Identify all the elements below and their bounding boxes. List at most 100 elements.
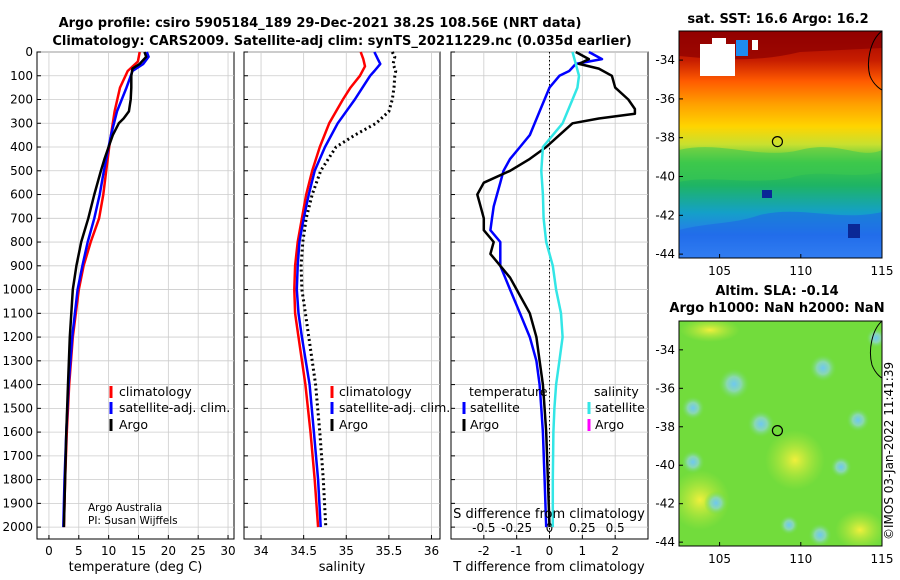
sst_map-xtick-label: 115 [871, 264, 894, 278]
sst_map-xtick-label: 105 [708, 264, 731, 278]
sla-eddy-2 [809, 354, 837, 382]
sla-eddy-3 [681, 396, 705, 420]
salinity-xtick-label: 34 [253, 544, 268, 558]
sla-map-subtitle: Argo h1000: NaN h2000: NaN [669, 301, 884, 316]
temperature-series-argo [62, 51, 148, 528]
sst-coastline [868, 31, 882, 91]
salinity-panel: 34 34.5 35 35.5 36 salinity climatology sate… [243, 51, 450, 575]
depth-tick-label: 1500 [2, 401, 33, 415]
salinity-xtick-label: 34.5 [290, 544, 317, 558]
depth-tick-label: 100 [10, 69, 33, 83]
legend-salinity-title: salinity [594, 384, 639, 399]
temperature-axes [36, 51, 235, 540]
depth-tick-label: 1000 [2, 283, 33, 297]
sla_map-argo-location-marker [771, 425, 784, 437]
sla-eddy-6 [681, 450, 705, 474]
temperature-xtick-label: 0 [45, 544, 53, 558]
sla-eddy-1 [718, 368, 750, 400]
sal-legend-label-climatology: climatology [339, 384, 412, 399]
depth-tick-label: 1600 [2, 425, 33, 439]
t-legend-label-satellite: satellite [470, 400, 520, 415]
difference-xtick-label: 0 [546, 544, 554, 558]
temperature-xtick-label: 20 [161, 544, 176, 558]
depth-tick-label: 1700 [2, 449, 33, 463]
salinity-diff-tick-label: -0.25 [501, 521, 532, 535]
sst-deep-patch-2 [762, 190, 772, 198]
temperature-xtick-label: 15 [131, 544, 146, 558]
salinity-legend: climatology satellite-adj. clim. Argo [330, 384, 450, 432]
sst-heatmap [679, 31, 882, 258]
sla_map-xtick-label: 105 [708, 552, 731, 566]
sla-eddy-4 [846, 408, 870, 432]
difference-series-t-satellite [489, 50, 604, 528]
depth-tick-label: 600 [10, 188, 33, 202]
sla-map-title: Altim. SLA: -0.14 [715, 284, 838, 299]
sst-cloud-gap-2 [712, 38, 726, 46]
sst_map-ytick-label: -40 [655, 170, 675, 184]
depth-tick-label: 500 [10, 164, 33, 178]
sla-map-panel: Altim. SLA: -0.14 Argo h1000: NaN h2000:… [655, 284, 893, 566]
copyright-stamp: ©IMOS 03-Jan-2022 11:41:39 [882, 362, 896, 540]
sst_map-frame [678, 30, 883, 259]
temperature-xtick-label: 25 [191, 544, 206, 558]
sla_map-ytick-label: -44 [655, 535, 675, 549]
sla_map-ytick-label: -42 [655, 497, 675, 511]
sla_map-ytick-label: -38 [655, 420, 675, 434]
temperature-panel: 0 5 10 15 20 25 300100200300400500600700800900… [2, 45, 235, 575]
depth-tick-label: 0 [25, 45, 33, 59]
temperature-xlabel: temperature (deg C) [69, 560, 203, 575]
salinity-diff-tick-label: -0.5 [472, 521, 495, 535]
sst-map-panel: sat. SST: 16.6 Argo: 16.2 105 110 115 -34 -3… [655, 12, 893, 278]
s-legend-label-satellite: satellite [595, 400, 645, 415]
sla-eddy-9 [779, 515, 799, 535]
depth-tick-label: 700 [10, 211, 33, 225]
difference-legend: temperature satellite Argo salinity sate… [462, 384, 645, 432]
credit-line2: PI: Susan Wijffels [88, 515, 178, 527]
sla_map-xtick-label: 115 [871, 552, 894, 566]
depth-tick-label: 1900 [2, 496, 33, 510]
credit-line1: Argo Australia [88, 502, 162, 514]
sst-deep-patch-1 [848, 224, 860, 238]
sla-axes: 105 110 115 -34 -36 -38 -40 -42 -44 [655, 320, 894, 566]
sla-high-3 [765, 430, 825, 490]
salinity-xtick-label: 35 [339, 544, 354, 558]
sst-cold-patch [736, 40, 748, 56]
temperature-plot: 0 5 10 15 20 25 300100200300400500600700800900… [2, 45, 235, 558]
sst-cloud-gap-1 [700, 44, 735, 76]
salinity-xtick-label: 36 [424, 544, 439, 558]
header-line1: Argo profile: csiro 5905184_189 29-Dec-2… [59, 16, 582, 31]
depth-tick-label: 900 [10, 259, 33, 273]
sla_map-frame [678, 320, 883, 547]
sst-cloud-gap-3 [752, 40, 758, 50]
sst_map-ytick-label: -38 [655, 131, 675, 145]
legend-label-climatology: climatology [119, 384, 192, 399]
depth-tick-label: 1100 [2, 306, 33, 320]
sst_map-argo-location-marker [771, 135, 784, 148]
sla_map-xtick-label: 110 [789, 552, 812, 566]
depth-tick-label: 300 [10, 116, 33, 130]
sla_map-ytick-label: -40 [655, 458, 675, 472]
salinity-series-climatology [293, 51, 367, 528]
sst-cold-water [679, 211, 882, 258]
depth-tick-label: 1300 [2, 354, 33, 368]
sla-coastline [869, 321, 882, 379]
legend-temperature-title: temperature [469, 384, 548, 399]
header-line2: Climatology: CARS2009. Satellite-adj cli… [52, 34, 631, 49]
difference-xtick-label: -2 [478, 544, 490, 558]
depth-tick-label: 1800 [2, 473, 33, 487]
temperature-xtick-label: 10 [101, 544, 116, 558]
difference-xtick-label: -1 [511, 544, 523, 558]
sst-axes: 105 110 115 -34 -36 -38 -40 -42 -44 [655, 30, 894, 278]
depth-tick-label: 2000 [2, 520, 33, 534]
salinity-plot: 34 34.5 35 35.5 36 [244, 51, 440, 558]
sla-high-1 [680, 321, 740, 342]
temperature-xtick-label: 5 [75, 544, 83, 558]
sst-map-title: sat. SST: 16.6 Argo: 16.2 [687, 12, 868, 27]
sla-eddy-5 [747, 410, 775, 438]
sst_map-ytick-label: -36 [655, 92, 675, 106]
sla-heatmap [679, 321, 882, 546]
sla-high-4 [835, 510, 882, 546]
sla-eddy-10 [866, 328, 882, 348]
depth-tick-label: 1200 [2, 330, 33, 344]
